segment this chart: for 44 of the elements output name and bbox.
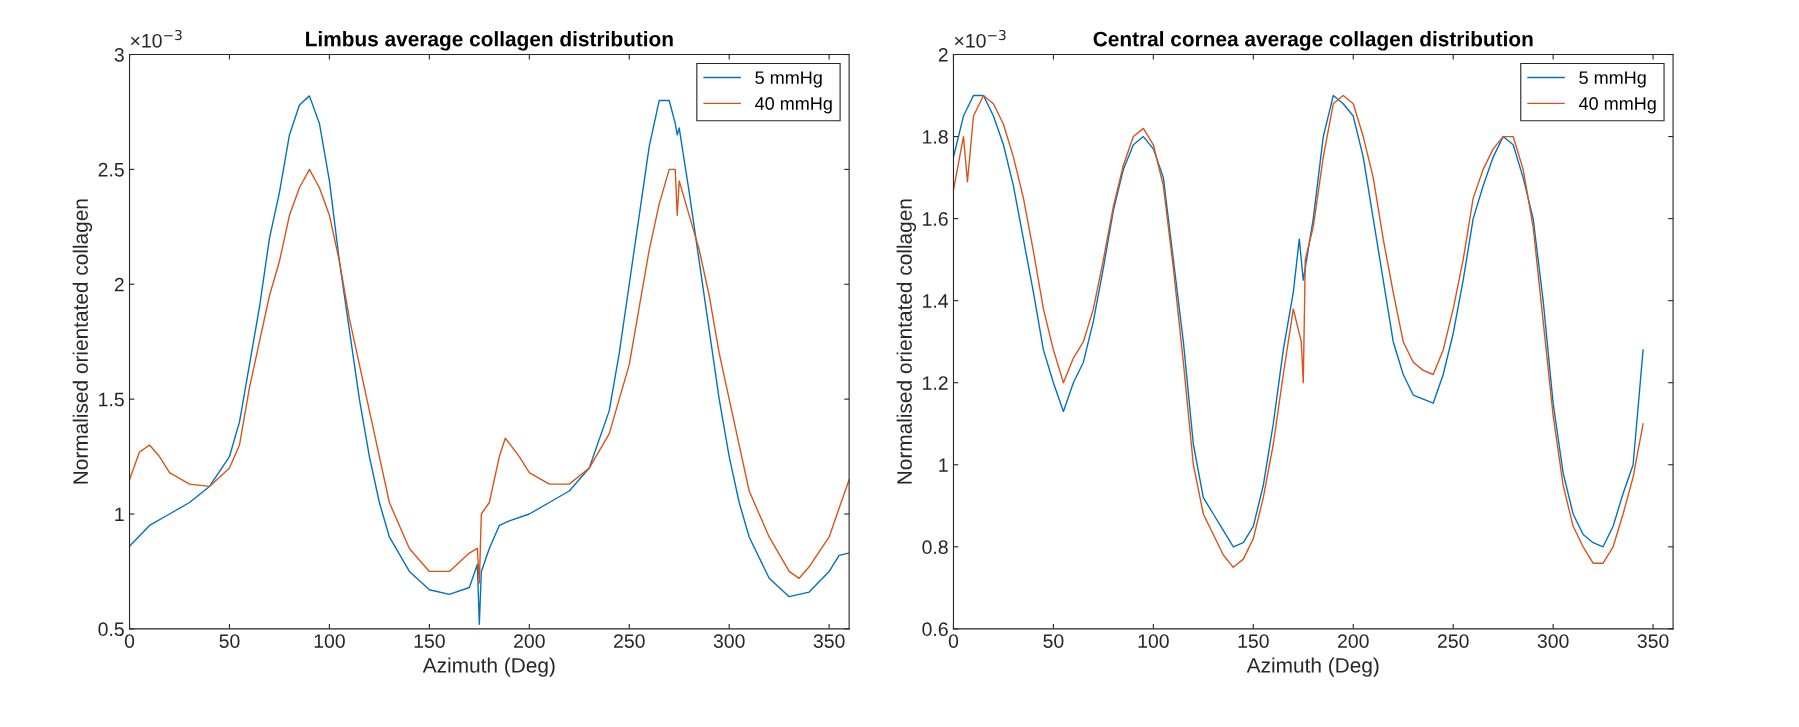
x-tick-label: 50	[1043, 634, 1064, 648]
x-tick-label: 200	[1338, 634, 1369, 648]
x-tick-label: 250	[1437, 634, 1469, 648]
y-tick-label: 1	[939, 458, 948, 472]
legend-label: 5 mmHg	[1579, 71, 1646, 88]
line-series	[129, 95, 850, 625]
x-tick-label: 50	[219, 634, 240, 648]
x-axis-title: Azimuth (Deg)	[422, 657, 555, 677]
y-tick-label: 1.4	[923, 294, 949, 308]
chart-title: Limbus average collagen distribution	[306, 31, 673, 51]
y-tick-label: 3	[114, 47, 124, 62]
x-tick-label: 300	[1537, 634, 1569, 648]
legend-label: 40 mmHg	[1578, 97, 1656, 114]
y-axis-title: Normalised orientated collagen	[896, 199, 917, 484]
chart-title: Central cornea average collagen distribution	[1093, 31, 1533, 51]
y-axis-title: Normalised orientated collagen	[72, 199, 93, 484]
legend-label: 5 mmHg	[755, 71, 822, 88]
y-tick-label: 1.8	[923, 130, 948, 144]
text: ×10$^{−3}$	[954, 29, 1006, 48]
y-tick-label: 2	[938, 47, 948, 62]
x-tick-label: 100	[314, 634, 345, 648]
y-tick-label: 1	[115, 507, 124, 522]
y-tick-label: 1.5	[99, 392, 124, 407]
x-tick-label: 300	[713, 634, 745, 648]
x-tick-label: 350	[813, 634, 845, 648]
x-tick-label: 100	[1138, 634, 1169, 648]
x-tick-label: 200	[514, 634, 545, 648]
y-tick-label: 2.5	[98, 162, 124, 177]
legend-label: 40 mmHg	[755, 97, 832, 114]
line-series	[129, 168, 850, 584]
x-tick-label: 350	[1637, 634, 1669, 648]
x-tick-label: 250	[614, 634, 645, 648]
x-tick-label: 0	[948, 634, 959, 648]
y-tick-label: 0.8	[922, 540, 948, 555]
text: ×10$^{−3}$	[130, 29, 182, 48]
x-tick-label: 150	[414, 634, 445, 648]
y-tick-label: 0.5	[98, 622, 124, 637]
x-tick-label: 0	[124, 634, 135, 648]
x-axis-title: Azimuth (Deg)	[1246, 657, 1379, 677]
y-tick-label: 1.6	[923, 212, 948, 226]
y-tick-label: 2	[114, 277, 124, 292]
x-tick-label: 150	[1238, 634, 1269, 648]
y-tick-label: 0.6	[922, 622, 948, 637]
y-tick-label: 1.2	[923, 376, 948, 390]
